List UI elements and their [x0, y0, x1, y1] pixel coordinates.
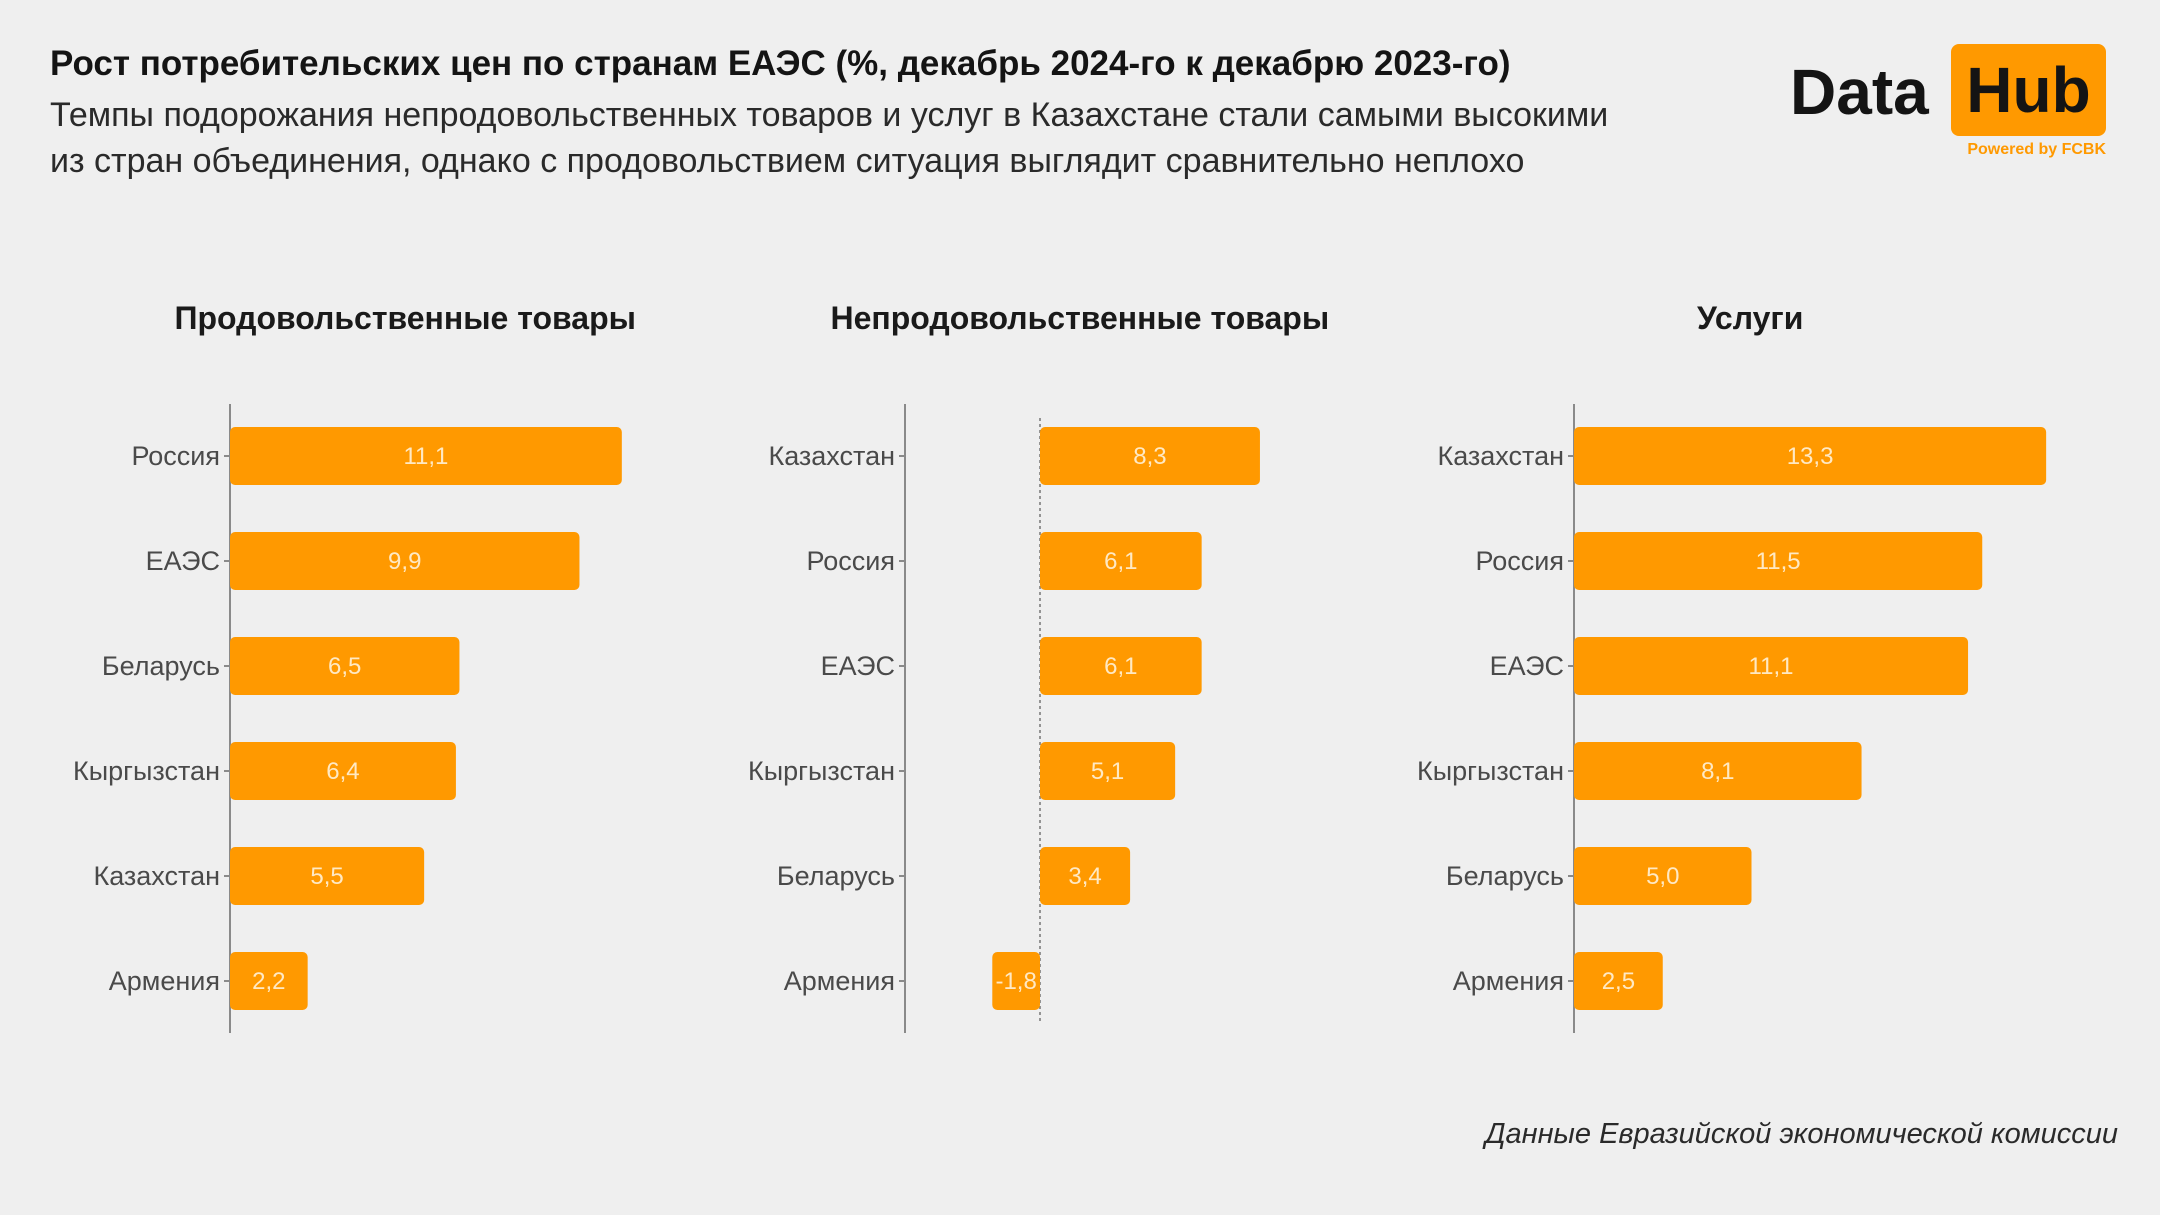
nonfood-category-label: Казахстан: [768, 441, 895, 471]
panel-title-services: Услуги: [1697, 300, 1804, 336]
services-category-label: Кыргызстан: [1417, 756, 1564, 786]
logo-word-data: Data: [1790, 56, 1929, 128]
chart-subtitle: Темпы подорожания непродовольственных то…: [50, 92, 1750, 184]
food-bar: [230, 427, 622, 485]
nonfood-category-label: Россия: [806, 546, 895, 576]
services-value-label: 8,1: [1701, 758, 1734, 785]
food-bar-chart: Россия 11,1 ЕАЭС 9,9 Беларусь 6,5 Кыргызстан 6,…: [73, 404, 622, 1033]
services-bar: [1574, 952, 1663, 1010]
nonfood-bar: [1040, 532, 1202, 590]
food-value-label: 2,2: [252, 968, 285, 995]
food-category-label: Кыргызстан: [73, 756, 220, 786]
food-value-label: 11,1: [403, 443, 448, 470]
food-bar: [230, 952, 308, 1010]
services-value-label: 13,3: [1787, 443, 1834, 470]
services-category-label: Казахстан: [1437, 441, 1564, 471]
food-value-label: 9,9: [388, 548, 421, 575]
food-category-label: Казахстан: [93, 861, 220, 891]
food-value-label: 6,5: [328, 653, 361, 680]
services-bar: [1574, 847, 1752, 905]
food-bar: [230, 847, 425, 905]
nonfood-bar: [992, 952, 1040, 1010]
food-category-label: Армения: [109, 966, 220, 996]
nonfood-category-label: Кыргызстан: [748, 756, 895, 786]
nonfood-bar: [1040, 847, 1131, 905]
services-value-label: 11,5: [1756, 548, 1801, 575]
nonfood-value-label: 8,3: [1133, 443, 1166, 470]
food-category-label: ЕАЭС: [146, 546, 220, 576]
panel-nonfood: Непродовольственные товары Казахстан 8,3 Р…: [0, 300, 1329, 1050]
nonfood-value-label: 6,1: [1104, 548, 1137, 575]
food-value-label: 5,5: [310, 863, 343, 890]
nonfood-bar: [1040, 742, 1176, 800]
food-value-label: 6,4: [326, 758, 359, 785]
services-bar: [1574, 532, 1983, 590]
services-value-label: 11,1: [1749, 653, 1794, 680]
services-value-label: 2,5: [1602, 968, 1635, 995]
panel-services: Услуги Казахстан 13,3 Россия 11,5 ЕАЭС 11,1 Кы…: [0, 300, 2047, 1050]
nonfood-category-label: Армения: [784, 966, 895, 996]
food-category-label: Россия: [131, 441, 220, 471]
datahub-logo: Data Hub Powered by FCBK: [1790, 44, 2110, 164]
food-bar: [230, 532, 580, 590]
services-bar: [1574, 427, 2047, 485]
services-value-label: 5,0: [1646, 863, 1679, 890]
services-category-label: Беларусь: [1446, 861, 1564, 891]
logo-powered-by: Powered by FCBK: [1967, 141, 2106, 158]
source-note: Данные Евразийской экономической комисси…: [1485, 1118, 2118, 1150]
services-bar: [1574, 637, 1969, 695]
services-bar: [1574, 742, 1862, 800]
nonfood-bar-chart: Казахстан 8,3 Россия 6,1 ЕАЭС 6,1 Кыргызстан 5,…: [748, 404, 1260, 1033]
panel-title-food: Продовольственные товары: [174, 300, 636, 336]
nonfood-value-label: 3,4: [1068, 863, 1101, 890]
services-bar-chart: Казахстан 13,3 Россия 11,5 ЕАЭС 11,1 Кыргызста…: [1417, 404, 2047, 1033]
nonfood-category-label: ЕАЭС: [821, 651, 895, 681]
food-category-label: Беларусь: [102, 651, 220, 681]
subtitle-line-2: из стран объединения, однако с продоволь…: [50, 142, 1525, 180]
panel-food: Продовольственные товары Россия 11,1 ЕАЭС 9…: [0, 300, 700, 1050]
food-bar: [230, 742, 456, 800]
nonfood-value-label: 6,1: [1104, 653, 1137, 680]
food-bar: [230, 637, 460, 695]
nonfood-value-label: -1,8: [995, 968, 1036, 995]
nonfood-category-label: Беларусь: [777, 861, 895, 891]
services-category-label: ЕАЭС: [1490, 651, 1564, 681]
subtitle-line-1: Темпы подорожания непродовольственных то…: [50, 96, 1609, 134]
services-category-label: Россия: [1475, 546, 1564, 576]
nonfood-bar: [1040, 637, 1202, 695]
logo-word-hub: Hub: [1951, 44, 2106, 136]
nonfood-value-label: 5,1: [1091, 758, 1124, 785]
services-category-label: Армения: [1453, 966, 1564, 996]
nonfood-bar: [1040, 427, 1260, 485]
chart-title: Рост потребительских цен по странам ЕАЭС…: [50, 44, 1511, 83]
panel-title-nonfood: Непродовольственные товары: [830, 300, 1330, 336]
